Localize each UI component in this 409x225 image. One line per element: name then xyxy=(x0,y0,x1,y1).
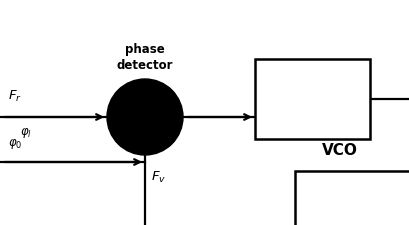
Text: phase
detector: phase detector xyxy=(117,43,173,72)
Circle shape xyxy=(107,80,182,155)
Text: F(s): F(s) xyxy=(295,92,328,107)
Text: $\varphi_0$: $\varphi_0$ xyxy=(8,136,22,150)
Text: $F_r$: $F_r$ xyxy=(8,88,22,104)
Text: VCO: VCO xyxy=(321,142,357,157)
Bar xyxy=(294,171,409,225)
Text: $F_v$: $F_v$ xyxy=(151,169,166,184)
Bar xyxy=(254,60,369,139)
Text: $\varphi_l$: $\varphi_l$ xyxy=(20,126,32,139)
